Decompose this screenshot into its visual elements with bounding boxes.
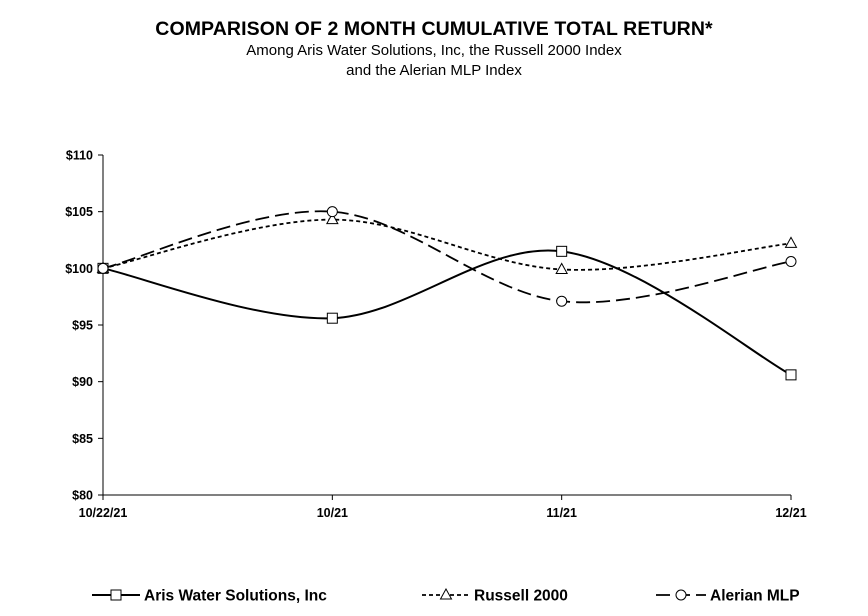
data-point-marker	[326, 312, 338, 324]
legend-item: Aris Water Solutions, Inc	[92, 588, 327, 605]
legend-marker-square	[110, 589, 122, 601]
y-tick-label: $110	[66, 149, 93, 163]
series-triangle	[96, 212, 798, 274]
legend-label: Aris Water Solutions, Inc	[144, 588, 327, 605]
x-tick-label: 10/21	[317, 506, 348, 520]
series-layer	[96, 206, 798, 381]
y-tick-label: $100	[65, 262, 93, 276]
chart-subtitle-line-2: and the Alerian MLP Index	[346, 62, 522, 79]
legend-item: Alerian MLP	[656, 588, 800, 605]
chart-subtitle-line-1: Among Aris Water Solutions, Inc, the Rus…	[246, 42, 622, 59]
series-square	[97, 245, 797, 381]
legend-marker-circle	[675, 589, 687, 601]
x-tick-label: 12/21	[775, 506, 806, 520]
data-point-marker	[556, 295, 568, 307]
data-point-marker	[785, 256, 797, 268]
data-point-marker	[556, 245, 568, 257]
data-point-marker	[97, 262, 109, 274]
data-point-marker	[785, 369, 797, 381]
legend-item: Russell 2000	[422, 588, 568, 605]
chart-title: COMPARISON OF 2 MONTH CUMULATIVE TOTAL R…	[155, 18, 713, 40]
data-point-marker	[555, 262, 569, 274]
y-tick-label: $90	[72, 375, 93, 389]
y-tick-label: $80	[72, 489, 93, 503]
y-tick-label: $95	[72, 319, 93, 333]
chart-legend: Aris Water Solutions, Inc Russell 2000 Ale…	[92, 588, 800, 605]
series-line	[102, 249, 792, 376]
data-point-marker	[325, 212, 339, 225]
series-line	[102, 218, 792, 271]
data-point-marker	[784, 236, 798, 248]
series-line	[102, 210, 792, 304]
x-tick-label: 10/22/21	[79, 506, 128, 520]
y-tick-label: $105	[65, 205, 93, 219]
legend-label: Russell 2000	[474, 588, 568, 605]
legend-marker-triangle	[439, 587, 453, 600]
chart-axes: $80 $85 $90 $95 $100 $105 $110 10/22/21 10/21 11/…	[65, 149, 807, 521]
data-point-marker	[326, 206, 338, 218]
legend-label: Alerian MLP	[710, 588, 800, 605]
x-tick-label: 11/21	[546, 506, 577, 520]
y-tick-label: $85	[72, 432, 93, 446]
series-circle	[97, 206, 797, 307]
